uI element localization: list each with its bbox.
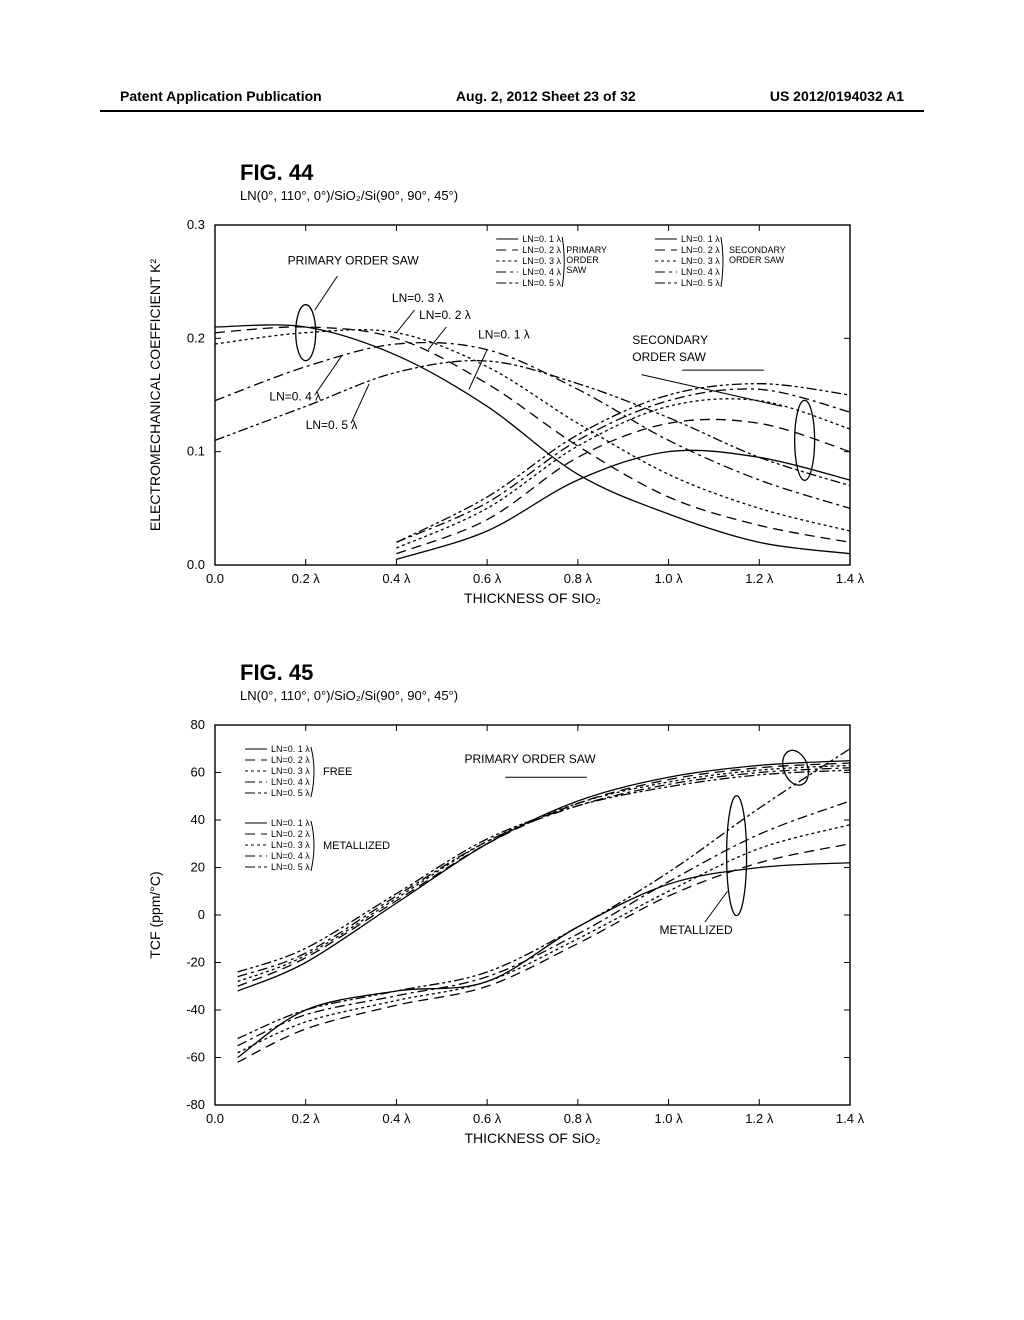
svg-text:1.4 λ: 1.4 λ <box>836 1111 865 1126</box>
svg-text:LN=0. 5 λ: LN=0. 5 λ <box>271 862 310 872</box>
svg-text:0.0: 0.0 <box>187 557 205 572</box>
svg-text:0.1: 0.1 <box>187 444 205 459</box>
svg-text:LN=0. 2 λ: LN=0. 2 λ <box>271 755 310 765</box>
svg-text:60: 60 <box>191 765 205 780</box>
svg-text:ORDER: ORDER <box>566 255 599 265</box>
svg-text:1.0 λ: 1.0 λ <box>654 1111 683 1126</box>
svg-text:LN=0. 1 λ: LN=0. 1 λ <box>522 234 561 244</box>
svg-text:LN=0. 5 λ: LN=0. 5 λ <box>306 418 358 432</box>
svg-text:METALLIZED: METALLIZED <box>660 923 733 937</box>
svg-text:ORDER SAW: ORDER SAW <box>632 350 706 364</box>
svg-text:0.8 λ: 0.8 λ <box>564 1111 593 1126</box>
svg-text:-80: -80 <box>186 1097 205 1112</box>
header-rule <box>100 110 924 112</box>
svg-text:1.2 λ: 1.2 λ <box>745 1111 774 1126</box>
svg-text:LN=0. 3 λ: LN=0. 3 λ <box>392 291 444 305</box>
svg-text:1.4 λ: 1.4 λ <box>836 571 865 586</box>
svg-text:LN=0. 1 λ: LN=0. 1 λ <box>271 744 310 754</box>
fig44-subtitle: LN(0°, 110°, 0°)/SiO₂/Si(90°, 90°, 45°) <box>240 188 800 203</box>
svg-text:LN=0. 4 λ: LN=0. 4 λ <box>271 777 310 787</box>
svg-text:0.2 λ: 0.2 λ <box>292 571 321 586</box>
svg-text:LN=0. 3 λ: LN=0. 3 λ <box>271 766 310 776</box>
svg-text:SECONDARY: SECONDARY <box>729 245 786 255</box>
svg-text:20: 20 <box>191 860 205 875</box>
svg-text:ORDER SAW: ORDER SAW <box>729 255 785 265</box>
svg-text:LN=0. 2 λ: LN=0. 2 λ <box>522 245 561 255</box>
svg-text:0.3: 0.3 <box>187 217 205 232</box>
svg-text:0.0: 0.0 <box>206 1111 224 1126</box>
svg-text:LN=0. 5 λ: LN=0. 5 λ <box>271 788 310 798</box>
svg-text:LN=0. 3 λ: LN=0. 3 λ <box>522 256 561 266</box>
svg-text:0: 0 <box>198 907 205 922</box>
svg-text:-40: -40 <box>186 1002 205 1017</box>
svg-text:0.4 λ: 0.4 λ <box>382 1111 411 1126</box>
fig44-title: FIG. 44 <box>240 160 800 186</box>
svg-text:LN=0. 5 λ: LN=0. 5 λ <box>681 278 720 288</box>
svg-text:LN=0. 3 λ: LN=0. 3 λ <box>271 840 310 850</box>
svg-text:-20: -20 <box>186 955 205 970</box>
header-mid: Aug. 2, 2012 Sheet 23 of 32 <box>456 88 636 104</box>
svg-text:LN=0. 1 λ: LN=0. 1 λ <box>681 234 720 244</box>
svg-text:LN=0. 1 λ: LN=0. 1 λ <box>271 818 310 828</box>
svg-text:LN=0. 1 λ: LN=0. 1 λ <box>478 327 530 341</box>
svg-text:PRIMARY ORDER SAW: PRIMARY ORDER SAW <box>464 752 596 766</box>
svg-text:0.8 λ: 0.8 λ <box>564 571 593 586</box>
svg-text:METALLIZED: METALLIZED <box>323 840 390 852</box>
svg-text:0.2 λ: 0.2 λ <box>292 1111 321 1126</box>
svg-text:LN=0. 4 λ: LN=0. 4 λ <box>269 390 321 404</box>
svg-text:SAW: SAW <box>566 265 587 275</box>
header-right: US 2012/0194032 A1 <box>770 88 904 104</box>
svg-text:40: 40 <box>191 812 205 827</box>
svg-text:0.4 λ: 0.4 λ <box>382 571 411 586</box>
fig45-title: FIG. 45 <box>240 660 800 686</box>
svg-text:LN=0. 2 λ: LN=0. 2 λ <box>681 245 720 255</box>
svg-text:0.0: 0.0 <box>206 571 224 586</box>
svg-text:LN=0. 5 λ: LN=0. 5 λ <box>522 278 561 288</box>
svg-text:ELECTROMECHANICAL COEFFICIENT: ELECTROMECHANICAL COEFFICIENT K² <box>147 259 163 532</box>
fig45-chart: -80 -60 -40 -20 0 20 40 60 80 0.0 0.2 λ 0.4 λ 0.6 λ 0… <box>120 705 800 1185</box>
svg-text:SECONDARY: SECONDARY <box>632 333 708 347</box>
svg-text:TCF (ppm/°C): TCF (ppm/°C) <box>147 871 163 958</box>
svg-text:THICKNESS OF SIO₂: THICKNESS OF SIO₂ <box>464 590 601 606</box>
svg-text:THICKNESS OF SiO₂: THICKNESS OF SiO₂ <box>464 1130 600 1146</box>
svg-text:-60: -60 <box>186 1050 205 1065</box>
svg-text:LN=0. 2 λ: LN=0. 2 λ <box>271 829 310 839</box>
svg-text:1.0 λ: 1.0 λ <box>654 571 683 586</box>
svg-text:FREE: FREE <box>323 766 352 778</box>
svg-text:1.2 λ: 1.2 λ <box>745 571 774 586</box>
svg-text:0.2: 0.2 <box>187 330 205 345</box>
svg-text:LN=0. 4 λ: LN=0. 4 λ <box>681 267 720 277</box>
svg-text:LN=0. 3 λ: LN=0. 3 λ <box>681 256 720 266</box>
svg-text:LN=0. 4 λ: LN=0. 4 λ <box>271 851 310 861</box>
header-left: Patent Application Publication <box>120 88 322 104</box>
svg-text:PRIMARY: PRIMARY <box>566 245 607 255</box>
svg-text:PRIMARY ORDER SAW: PRIMARY ORDER SAW <box>288 254 420 268</box>
fig44-chart: 0.0 0.1 0.2 0.3 0.0 0.2 λ 0.4 λ 0.6 λ 0.8 λ 1.0 λ… <box>120 205 800 645</box>
svg-text:80: 80 <box>191 717 205 732</box>
svg-text:0.6 λ: 0.6 λ <box>473 571 502 586</box>
svg-text:LN=0. 2 λ: LN=0. 2 λ <box>419 308 471 322</box>
fig45-subtitle: LN(0°, 110°, 0°)/SiO₂/Si(90°, 90°, 45°) <box>240 688 800 703</box>
fig44-svg: 0.0 0.1 0.2 0.3 0.0 0.2 λ 0.4 λ 0.6 λ 0.8 λ 1.0 λ… <box>120 205 880 645</box>
fig45-svg: -80 -60 -40 -20 0 20 40 60 80 0.0 0.2 λ 0.4 λ 0.6 λ 0… <box>120 705 880 1185</box>
svg-text:LN=0. 4 λ: LN=0. 4 λ <box>522 267 561 277</box>
svg-text:0.6 λ: 0.6 λ <box>473 1111 502 1126</box>
